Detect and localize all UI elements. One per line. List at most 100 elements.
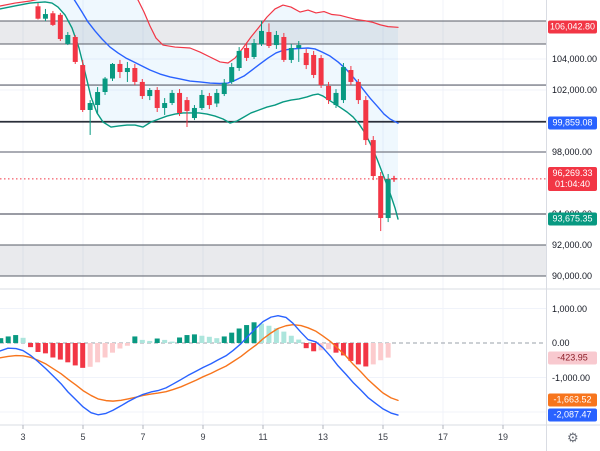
candle-body xyxy=(236,50,242,68)
candle-body xyxy=(281,36,287,60)
candle-body xyxy=(42,14,48,19)
drawn-zone[interactable] xyxy=(0,245,546,276)
candle-body xyxy=(177,92,183,113)
candle-body xyxy=(147,90,153,97)
candle-body xyxy=(303,52,309,66)
macd-histogram-bar xyxy=(102,343,108,358)
macd-histogram-bar xyxy=(236,328,242,343)
macd-histogram-bar xyxy=(13,335,19,343)
macd-histogram-bar xyxy=(132,336,138,343)
macd-histogram-bar xyxy=(199,335,205,343)
macd-histogram-bar xyxy=(28,343,34,348)
candle-body xyxy=(110,63,115,79)
candle-body xyxy=(72,36,78,62)
macd-histogram-bar xyxy=(5,336,11,343)
macd-line xyxy=(0,315,399,416)
macd-histogram-bar xyxy=(288,335,294,343)
macd-histogram-bar xyxy=(370,343,376,365)
macd-histogram-bar xyxy=(139,339,145,343)
candle-body xyxy=(363,100,369,141)
candle-body xyxy=(221,83,227,95)
macd-histogram-bar xyxy=(251,322,257,343)
candle-body xyxy=(206,96,212,106)
macd-histogram-bar xyxy=(117,343,123,349)
candle-body xyxy=(191,107,197,119)
candle-body xyxy=(199,94,205,108)
macd-signal-line xyxy=(0,324,399,402)
macd-histogram-bar xyxy=(42,343,48,354)
candle-body xyxy=(355,81,361,101)
macd-histogram-bar xyxy=(72,343,78,366)
candle-body xyxy=(80,65,86,110)
macd-histogram-bar xyxy=(154,338,160,343)
candle-body xyxy=(273,34,279,46)
candle-body xyxy=(340,67,346,101)
macd-histogram-bar xyxy=(363,343,369,367)
candle-body xyxy=(139,81,145,97)
macd-histogram-bar xyxy=(35,343,41,352)
macd-histogram-bar xyxy=(281,331,287,343)
macd-histogram-bar xyxy=(229,332,235,343)
gear-icon[interactable]: ⚙ xyxy=(567,430,579,445)
macd-histogram-bar xyxy=(177,337,183,343)
candle-body xyxy=(57,14,63,40)
macd-histogram-bar xyxy=(191,334,197,343)
candle-body xyxy=(50,13,56,25)
macd-histogram-bar xyxy=(87,343,93,367)
candle-body xyxy=(288,47,294,60)
candle-body xyxy=(370,140,376,177)
macd-histogram-bar xyxy=(169,341,175,343)
candle-body xyxy=(348,70,354,82)
candle-body xyxy=(385,178,391,219)
macd-histogram-bar xyxy=(326,343,332,350)
candle-body xyxy=(132,67,138,82)
macd-histogram-bar xyxy=(110,343,115,353)
candle-body xyxy=(117,63,123,73)
candle-body xyxy=(378,176,384,219)
macd-histogram-bar xyxy=(259,323,264,343)
macd-histogram-bar xyxy=(303,343,309,349)
macd-histogram-bar xyxy=(340,343,346,356)
macd-histogram-bar xyxy=(348,343,354,361)
macd-histogram-bar xyxy=(162,339,168,343)
macd-histogram-bar xyxy=(221,336,227,343)
candle-body xyxy=(184,100,190,111)
macd-histogram-bar xyxy=(206,336,212,343)
macd-histogram-bar xyxy=(273,328,279,343)
macd-histogram-bar xyxy=(95,343,101,363)
candle-body xyxy=(259,30,264,44)
macd-histogram-bar xyxy=(0,338,4,343)
macd-histogram-bar xyxy=(57,343,63,360)
candle-body xyxy=(229,67,235,82)
macd-histogram-bar xyxy=(296,339,302,343)
candle-body xyxy=(162,103,168,108)
candle-body xyxy=(244,47,250,58)
candle-body xyxy=(214,92,220,104)
candle-body xyxy=(95,92,101,106)
macd-histogram-bar xyxy=(355,343,361,365)
price-axis[interactable] xyxy=(547,0,600,425)
candle-body xyxy=(124,67,130,73)
macd-histogram-bar xyxy=(20,337,26,343)
candle-body xyxy=(318,58,324,86)
macd-histogram-bar xyxy=(50,343,56,358)
macd-histogram-bar xyxy=(378,343,384,361)
time-axis[interactable] xyxy=(0,426,546,451)
drawn-zone[interactable] xyxy=(0,21,546,44)
macd-histogram-bar xyxy=(214,338,220,343)
candle-body xyxy=(154,90,160,108)
macd-histogram-bar xyxy=(124,343,130,346)
macd-histogram-bar xyxy=(311,343,317,352)
bb-lower-line xyxy=(0,1,399,220)
candle-body xyxy=(326,85,332,101)
candle-body xyxy=(251,43,257,57)
candle-body xyxy=(311,54,317,75)
candle-body xyxy=(266,32,272,46)
macd-histogram-bar xyxy=(147,340,153,343)
candle-body xyxy=(35,6,41,19)
macd-histogram-bar xyxy=(184,335,190,343)
macd-histogram-bar xyxy=(65,343,71,363)
candle-body xyxy=(296,45,302,48)
